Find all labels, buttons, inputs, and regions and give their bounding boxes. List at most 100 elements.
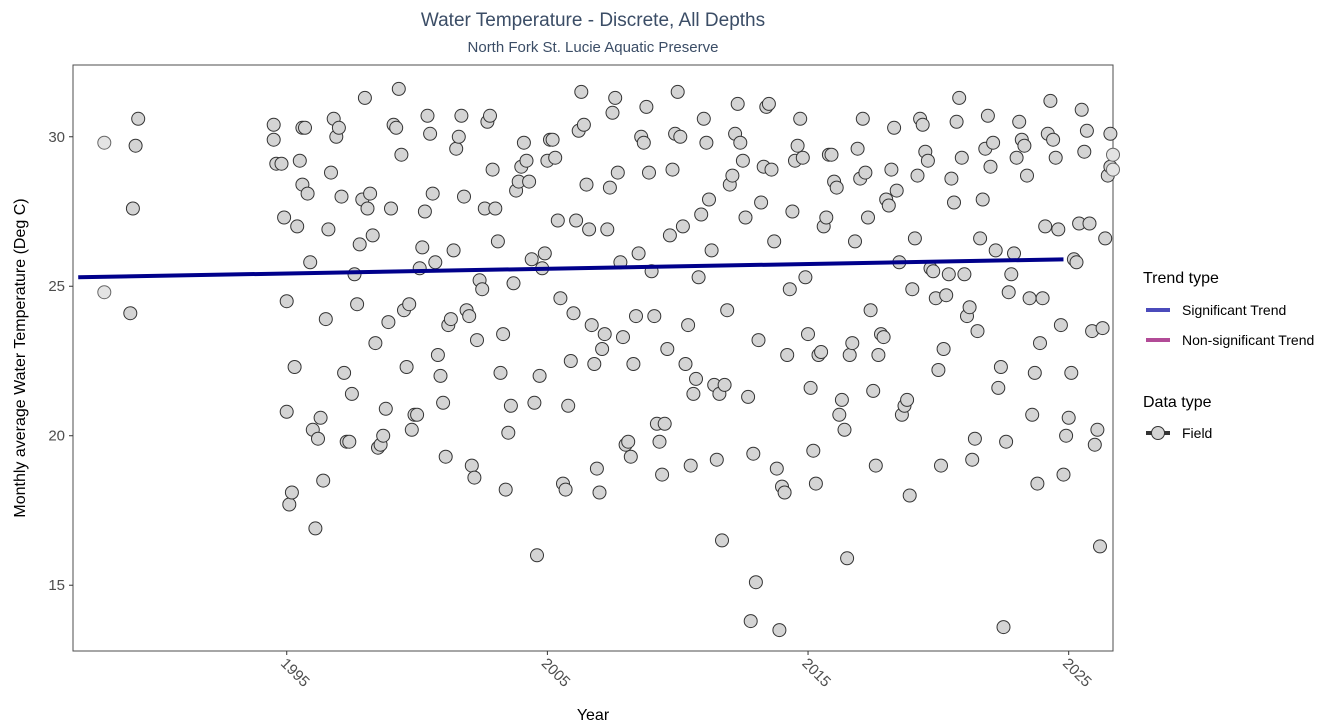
y-tick-label: 15 bbox=[48, 577, 65, 594]
data-point bbox=[483, 108, 497, 123]
data-point bbox=[999, 434, 1014, 449]
data-point bbox=[636, 135, 651, 150]
data-point bbox=[694, 207, 709, 222]
data-point bbox=[311, 431, 325, 446]
data-point bbox=[957, 267, 972, 282]
data-point bbox=[300, 186, 315, 201]
data-point bbox=[600, 222, 615, 237]
data-point bbox=[298, 120, 312, 135]
data-point bbox=[801, 327, 815, 342]
data-point bbox=[970, 324, 985, 339]
data-point bbox=[952, 90, 967, 105]
data-point bbox=[769, 461, 784, 476]
data-point bbox=[337, 365, 352, 380]
data-point bbox=[954, 150, 969, 165]
data-point bbox=[602, 180, 617, 195]
data-point bbox=[501, 425, 516, 440]
data-point bbox=[670, 84, 685, 99]
data-point bbox=[1048, 150, 1063, 165]
data-point bbox=[920, 153, 935, 168]
data-point bbox=[840, 551, 855, 566]
data-point bbox=[485, 162, 500, 177]
data-point bbox=[1061, 410, 1076, 425]
data-point bbox=[738, 210, 753, 225]
data-point bbox=[629, 309, 643, 324]
data-point bbox=[391, 81, 406, 96]
data-point bbox=[665, 162, 680, 177]
data-point bbox=[939, 288, 954, 303]
data-point bbox=[819, 210, 834, 225]
data-point bbox=[410, 407, 425, 422]
data-point bbox=[592, 485, 607, 500]
data-point bbox=[415, 240, 430, 255]
data-point bbox=[876, 330, 891, 345]
legend: Trend type Significant Trend Non-signifi… bbox=[1143, 270, 1314, 441]
data-point bbox=[357, 90, 372, 105]
legend-data-title: Data type bbox=[1143, 394, 1212, 411]
data-point bbox=[446, 243, 461, 258]
y-axis-label: Monthly average Water Temperature (Deg C… bbox=[12, 198, 29, 517]
chart-subtitle: North Fork St. Lucie Aquatic Preserve bbox=[468, 39, 719, 56]
data-point bbox=[425, 186, 440, 201]
data-point bbox=[342, 434, 357, 449]
data-point bbox=[1020, 168, 1034, 183]
data-point bbox=[991, 380, 1006, 395]
data-point bbox=[1059, 428, 1074, 443]
data-point bbox=[735, 153, 750, 168]
data-point bbox=[861, 210, 875, 225]
data-point bbox=[610, 165, 625, 180]
data-point bbox=[503, 398, 518, 413]
data-point bbox=[626, 357, 641, 371]
data-point bbox=[266, 117, 281, 132]
data-point bbox=[1082, 216, 1097, 231]
data-point bbox=[915, 117, 930, 132]
data-point bbox=[866, 383, 881, 398]
x-tick-label: 1995 bbox=[277, 655, 313, 691]
data-point bbox=[642, 165, 656, 180]
data-point bbox=[284, 485, 299, 500]
data-point bbox=[696, 111, 711, 126]
data-point bbox=[506, 276, 521, 291]
data-point bbox=[381, 315, 396, 330]
data-point bbox=[449, 141, 464, 156]
data-point bbox=[1056, 467, 1071, 482]
data-point bbox=[793, 111, 808, 126]
data-point bbox=[652, 434, 667, 449]
legend-trend-title: Trend type bbox=[1143, 270, 1219, 287]
y-tick-label: 20 bbox=[48, 428, 65, 445]
data-point bbox=[516, 135, 531, 150]
data-point bbox=[595, 342, 610, 356]
data-point bbox=[384, 201, 398, 216]
data-point bbox=[430, 348, 445, 362]
data-point bbox=[884, 162, 899, 177]
data-point bbox=[527, 395, 542, 410]
data-point bbox=[777, 485, 792, 500]
data-point bbox=[282, 497, 297, 512]
data-point bbox=[829, 180, 844, 195]
data-point bbox=[123, 306, 138, 321]
data-point bbox=[824, 147, 839, 162]
data-point bbox=[1103, 126, 1118, 141]
data-point bbox=[587, 357, 602, 371]
data-point bbox=[365, 228, 380, 243]
data-point bbox=[344, 386, 359, 401]
data-point bbox=[1007, 246, 1021, 261]
data-point bbox=[1077, 144, 1092, 159]
data-point bbox=[686, 386, 701, 401]
data-point bbox=[316, 473, 331, 488]
data-point bbox=[889, 183, 904, 198]
data-point bbox=[965, 452, 980, 467]
data-point bbox=[378, 401, 393, 416]
data-point bbox=[949, 114, 964, 129]
data-point bbox=[993, 360, 1008, 374]
data-point bbox=[720, 303, 735, 318]
data-point bbox=[1030, 476, 1045, 491]
data-point bbox=[934, 458, 948, 473]
data-point bbox=[704, 243, 719, 258]
x-axis: 1995 2005 2015 2025 bbox=[277, 651, 1095, 691]
data-point bbox=[858, 165, 873, 180]
data-point bbox=[584, 318, 599, 333]
data-point bbox=[389, 120, 404, 135]
data-point bbox=[1027, 365, 1042, 380]
